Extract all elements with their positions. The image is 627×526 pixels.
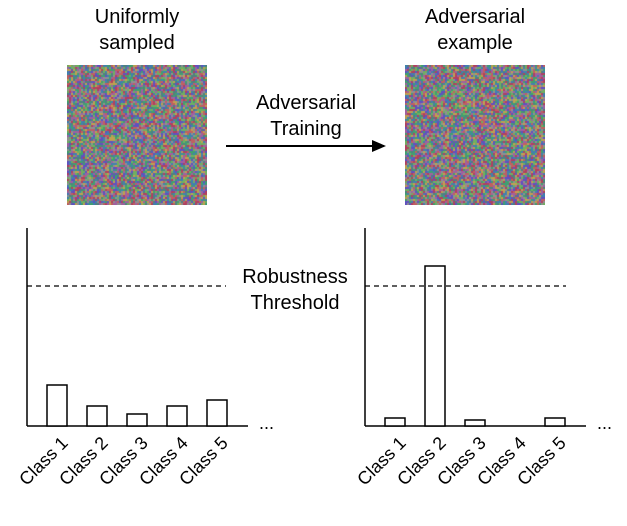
uniform-noise-image <box>67 65 207 205</box>
left-ellipsis: ... <box>259 413 274 433</box>
left-title-line1: Uniformly <box>94 6 180 28</box>
right-bar-class-5 <box>544 417 566 427</box>
arrow-label-line1: Adversarial <box>255 92 357 114</box>
left-bar-class-4 <box>166 405 188 427</box>
left-bar-class-5 <box>206 399 228 427</box>
left-title-line2: sampled <box>99 32 175 54</box>
right-title-line2: example <box>437 32 513 54</box>
arrow-label-line2: Training <box>270 118 342 140</box>
left-bar-class-3 <box>126 413 148 427</box>
adversarial-noise-image <box>405 65 545 205</box>
right-bar-class-2 <box>424 265 446 427</box>
right-bar-class-3 <box>464 419 486 427</box>
right-ellipsis: ... <box>597 413 612 433</box>
threshold-label-line1: Robustness <box>242 266 348 288</box>
threshold-label-line2: Threshold <box>250 292 340 314</box>
right-title-line1: Adversarial <box>424 6 526 28</box>
left-bar-class-1 <box>46 384 68 427</box>
right-bar-class-1 <box>384 417 406 427</box>
left-bar-class-2 <box>86 405 108 427</box>
